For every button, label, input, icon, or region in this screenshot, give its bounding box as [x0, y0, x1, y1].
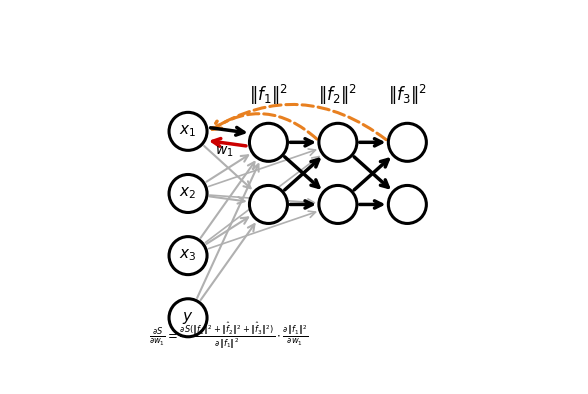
Ellipse shape	[169, 299, 207, 337]
Text: $x_1$: $x_1$	[179, 123, 196, 139]
Ellipse shape	[169, 112, 207, 151]
Ellipse shape	[249, 123, 288, 161]
Ellipse shape	[319, 123, 357, 161]
Text: $\|f_2\|^2$: $\|f_2\|^2$	[319, 83, 358, 107]
Text: $\|f_3\|^2$: $\|f_3\|^2$	[388, 83, 427, 107]
Text: $w_1$: $w_1$	[215, 145, 234, 160]
Text: $\frac{\partial S}{\partial w_1} = \frac{\partial S(\|f_1\|^2 + \|\hat{f}_2\|^2 : $\frac{\partial S}{\partial w_1} = \frac…	[149, 321, 308, 351]
Ellipse shape	[319, 186, 357, 223]
Text: $x_2$: $x_2$	[179, 186, 196, 201]
Ellipse shape	[388, 123, 426, 161]
Ellipse shape	[169, 237, 207, 275]
Text: $y$: $y$	[182, 310, 194, 326]
Ellipse shape	[169, 175, 207, 212]
Ellipse shape	[249, 186, 288, 223]
Text: $\|f_1\|^2$: $\|f_1\|^2$	[249, 83, 288, 107]
Ellipse shape	[388, 186, 426, 223]
Text: $x_3$: $x_3$	[179, 248, 196, 264]
